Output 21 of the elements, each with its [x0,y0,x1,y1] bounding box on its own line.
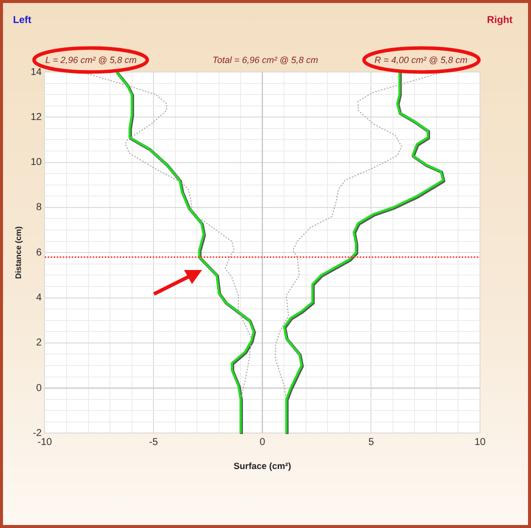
text: Total = 6,96 cm² @ 5,8 cm [212,55,318,65]
text: R = 4,00 cm² @ 5,8 cm [374,55,468,65]
x-tick-label: -10 [37,436,52,448]
y-tick-label: 10 [30,157,42,168]
text: L = 2,96 cm² @ 5,8 cm [45,55,137,65]
x-tick-label: 0 [260,436,266,448]
y-tick-label: 0 [36,382,42,394]
text: Right [487,15,513,26]
x-tick-label: -5 [149,436,158,448]
y-tick-label: 12 [30,112,42,123]
x-tick-label: 5 [368,436,374,448]
y-tick-label: 6 [36,247,42,258]
x-tick-label: 10 [474,436,486,448]
x-axis-title: Surface (cm²) [234,461,292,472]
y-axis-title: Distance (cm) [14,226,24,279]
y-tick-label: -2 [32,428,42,439]
text: Left [13,15,32,26]
y-tick-label: 4 [36,292,42,304]
y-tick-label: 2 [36,338,42,349]
y-tick-label: 8 [36,202,42,214]
y-tick-label: 14 [30,66,42,78]
